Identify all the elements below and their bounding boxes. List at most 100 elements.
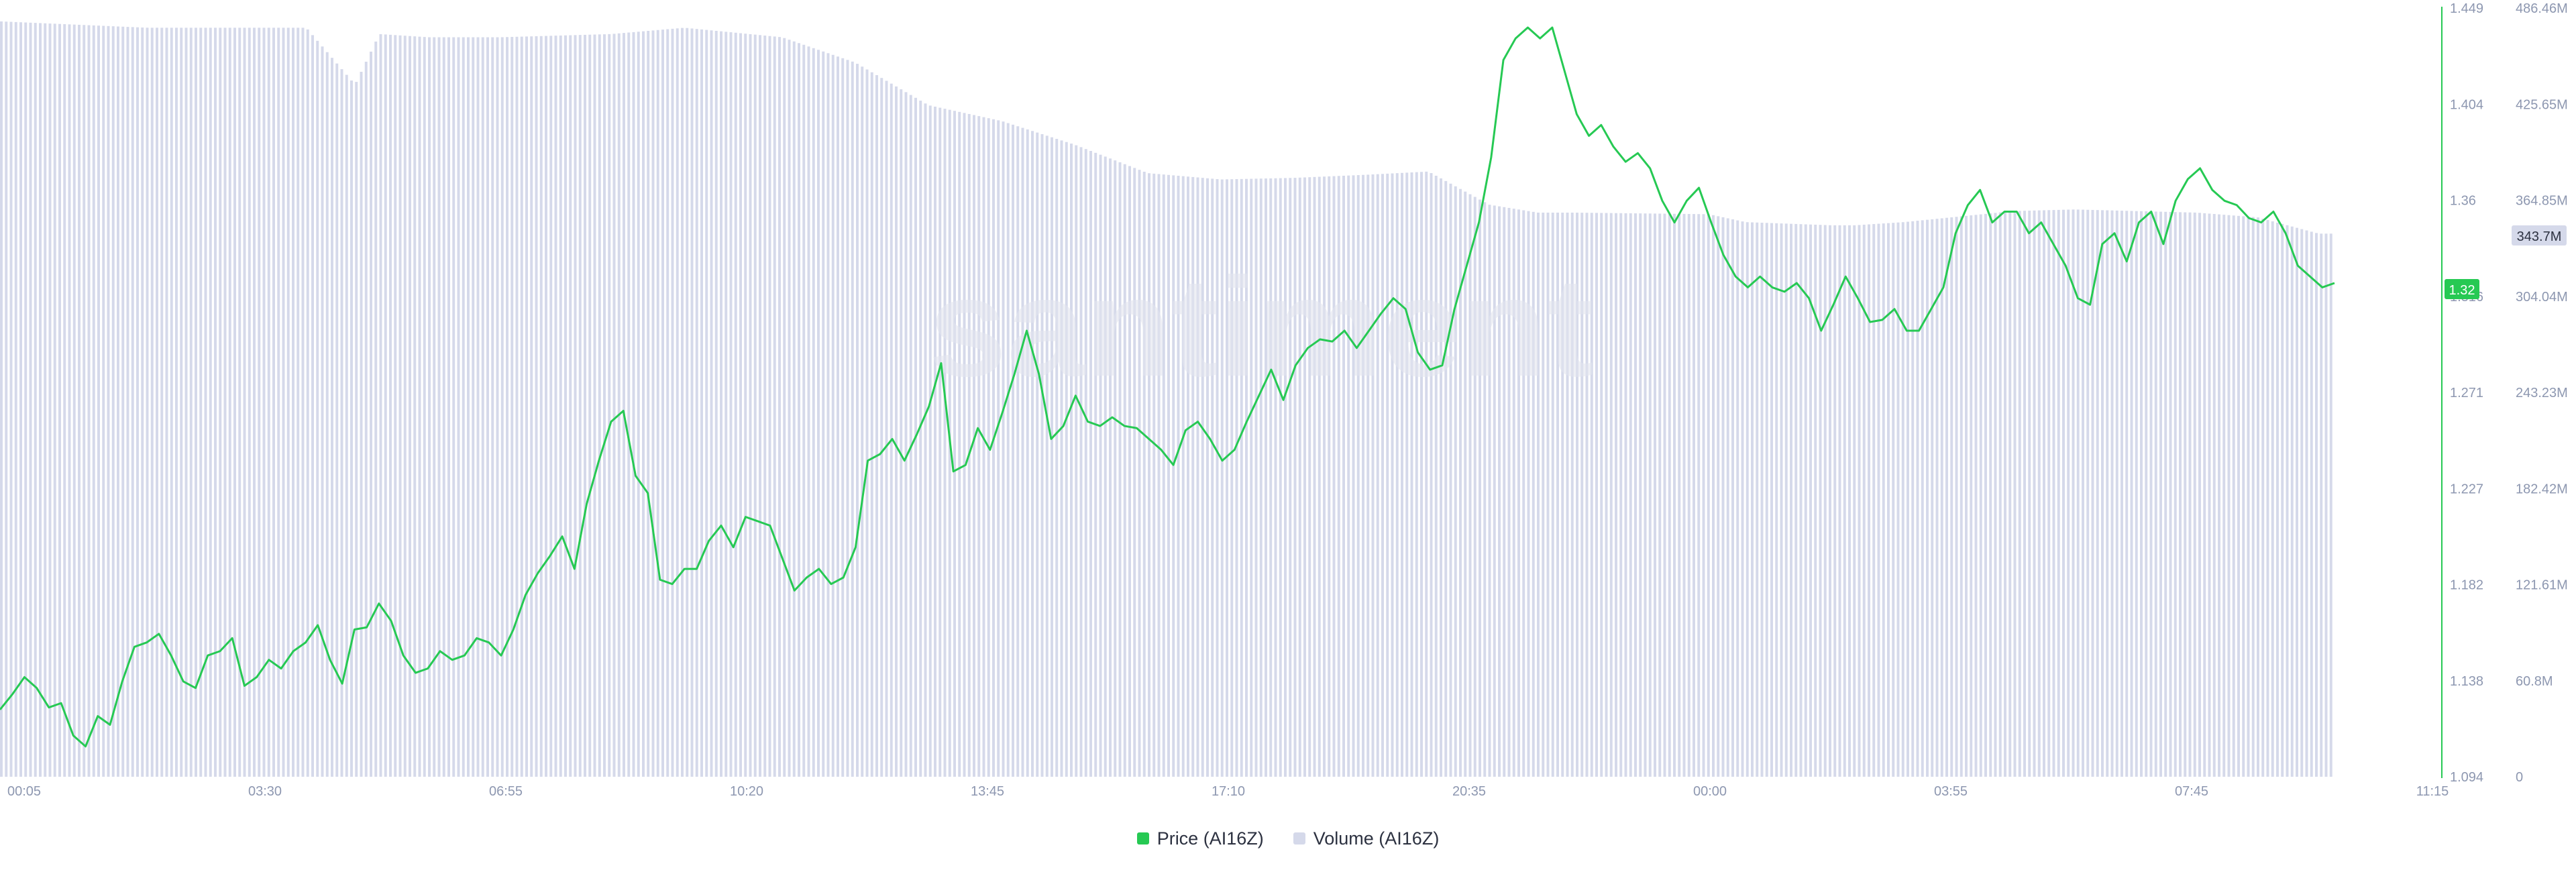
current-price-label: 1.32 bbox=[2449, 283, 2475, 298]
volume-bar bbox=[83, 25, 86, 777]
volume-bar bbox=[1756, 222, 1759, 777]
volume-bar bbox=[1546, 212, 1550, 777]
volume-bar bbox=[457, 37, 460, 777]
volume-bar bbox=[525, 36, 528, 777]
volume-bar bbox=[588, 34, 592, 777]
volume-bar bbox=[1585, 213, 1589, 777]
volume-bar bbox=[1196, 177, 1199, 777]
volume-bar bbox=[1084, 149, 1087, 777]
volume-bar bbox=[1945, 217, 1948, 777]
volume-bar bbox=[1561, 212, 1564, 777]
volume-bar bbox=[2154, 211, 2157, 777]
volume-bar bbox=[1882, 223, 1885, 777]
volume-bar bbox=[1274, 178, 1277, 777]
volume-bar bbox=[2310, 231, 2313, 777]
volume-bar bbox=[1790, 223, 1792, 777]
volume-bar bbox=[2076, 209, 2080, 777]
volume-bar bbox=[1702, 214, 1705, 777]
volume-bar bbox=[1449, 183, 1452, 777]
volume-bar bbox=[861, 66, 864, 777]
volume-bar bbox=[286, 28, 290, 777]
volume-bar bbox=[1226, 179, 1228, 777]
volume-bar bbox=[1410, 172, 1413, 777]
volume-bar bbox=[1123, 164, 1126, 777]
volume-bar bbox=[398, 35, 402, 777]
volume-bar bbox=[1522, 210, 1525, 777]
volume-bar bbox=[1323, 176, 1326, 777]
volume-bar bbox=[1118, 162, 1122, 777]
volume-bar bbox=[1654, 213, 1656, 777]
volume-bar bbox=[1693, 214, 1695, 777]
volume-bar bbox=[1181, 176, 1185, 777]
volume-bar bbox=[705, 30, 708, 777]
volume-bar bbox=[1473, 197, 1477, 777]
volume-bar bbox=[1960, 216, 1963, 777]
volume-bar bbox=[690, 28, 694, 777]
volume-bar bbox=[2198, 213, 2201, 777]
volume-bar bbox=[150, 28, 154, 777]
x-tick-label: 03:30 bbox=[248, 784, 282, 799]
volume-bar bbox=[1366, 174, 1370, 777]
volume-bar bbox=[1016, 126, 1020, 777]
volume-bar bbox=[1833, 225, 1837, 777]
volume-bar bbox=[2037, 210, 2041, 777]
legend-item-price[interactable]: Price (AI16Z) bbox=[1136, 828, 1264, 849]
volume-bar bbox=[1989, 213, 1992, 777]
volume-tick-label: 121.61M bbox=[2516, 578, 2568, 593]
volume-tick-label: 0 bbox=[2516, 770, 2523, 785]
volume-bar bbox=[370, 51, 372, 777]
volume-bar bbox=[335, 63, 339, 777]
volume-bar bbox=[559, 35, 562, 777]
volume-bar bbox=[1012, 124, 1014, 777]
volume-bar bbox=[1104, 156, 1107, 777]
volume-bar bbox=[1468, 194, 1472, 777]
volume-bar bbox=[1138, 170, 1141, 777]
volume-bar bbox=[238, 28, 241, 777]
price-axis-ticks: 1.4491.4041.361.3161.2711.2271.1821.1381… bbox=[2450, 1, 2483, 785]
legend-item-volume[interactable]: Volume (AI16Z) bbox=[1293, 828, 1439, 849]
x-tick-label: 20:35 bbox=[1452, 784, 1486, 799]
x-tick-label: 00:05 bbox=[7, 784, 41, 799]
volume-bar bbox=[491, 37, 494, 777]
x-axis-ticks: 00:05 03:30 06:55 10:20 13:45 17:10 20:35 00:00… bbox=[7, 784, 2449, 799]
volume-bar bbox=[1230, 179, 1234, 777]
x-tick-label: 06:55 bbox=[489, 784, 523, 799]
volume-bar bbox=[2237, 215, 2240, 777]
volume-bar bbox=[2072, 209, 2075, 777]
volume-bar bbox=[924, 103, 927, 777]
volume-bar bbox=[1892, 223, 1895, 777]
volume-bar bbox=[759, 35, 761, 777]
volume-bar bbox=[623, 33, 625, 777]
volume-bar bbox=[63, 24, 66, 777]
volume-bar bbox=[1595, 213, 1598, 777]
volume-bar bbox=[812, 48, 815, 777]
volume-bar bbox=[228, 28, 231, 777]
volume-bar bbox=[598, 34, 601, 777]
volume-bar bbox=[841, 58, 845, 777]
volume-bar bbox=[651, 30, 655, 777]
volume-bar bbox=[943, 109, 947, 777]
volume-bar bbox=[48, 23, 52, 777]
volume-bar bbox=[2305, 230, 2308, 777]
volume-bar bbox=[1187, 176, 1189, 777]
volume-bar bbox=[2159, 211, 2162, 777]
volume-bar bbox=[1877, 223, 1880, 777]
volume-bar bbox=[1697, 214, 1701, 777]
volume-bar bbox=[1935, 219, 1939, 777]
volume-bar bbox=[1527, 211, 1530, 777]
volume-bar bbox=[1615, 213, 1617, 777]
volume-bar bbox=[1337, 176, 1340, 777]
volume-bar bbox=[2008, 211, 2012, 777]
volume-bar bbox=[2106, 210, 2109, 777]
volume-bar bbox=[773, 36, 776, 777]
volume-bar bbox=[511, 37, 514, 777]
volume-bar bbox=[938, 107, 942, 777]
volume-bar bbox=[1284, 178, 1287, 777]
volume-bar bbox=[958, 111, 961, 777]
volume-bar bbox=[967, 113, 971, 777]
volume-bar bbox=[2188, 212, 2192, 777]
volume-bar bbox=[1843, 225, 1846, 777]
volume-bar bbox=[851, 61, 854, 777]
legend: Price (AI16Z) Volume (AI16Z) bbox=[0, 822, 2576, 855]
